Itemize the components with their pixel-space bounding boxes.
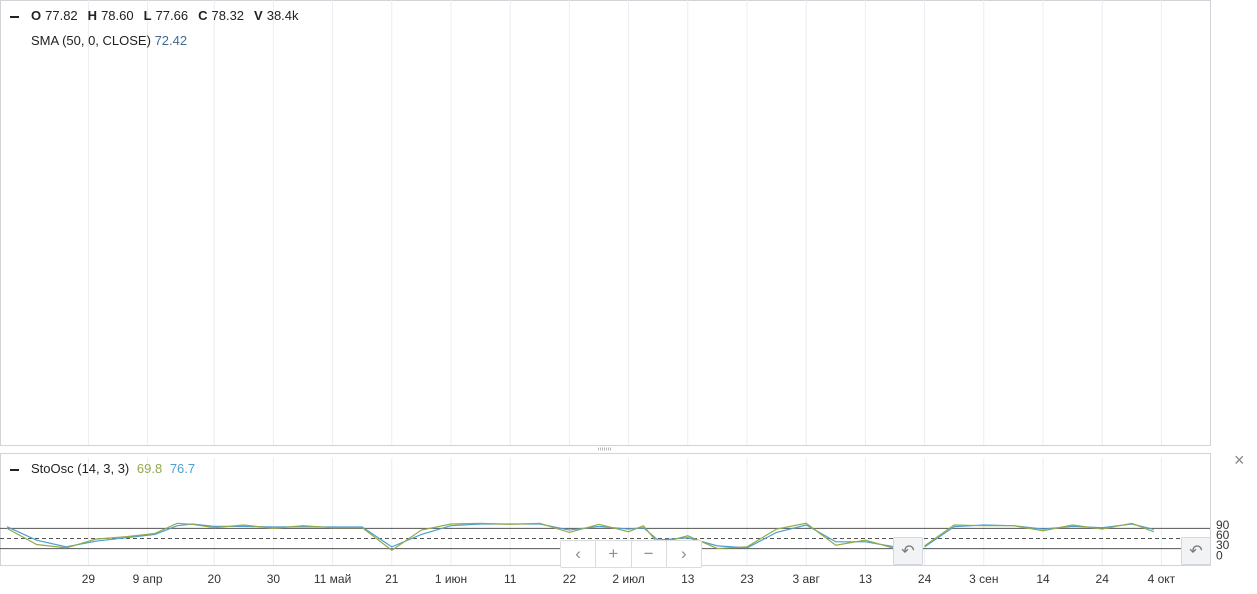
zoom-in-button[interactable]: + [596, 541, 632, 567]
close-icon[interactable]: × [1234, 450, 1245, 470]
time-tick-label: 3 сен [969, 572, 998, 586]
time-tick-label: 23 [740, 572, 754, 586]
stoch-k-line [924, 522, 1155, 547]
scroll-right-button[interactable]: › [681, 544, 687, 563]
time-tick-label: 13 [681, 572, 695, 586]
time-tick-label: 24 [918, 572, 932, 586]
time-tick-label: 22 [563, 572, 577, 586]
time-tick-label: 21 [385, 572, 399, 586]
stoch-tick-label: 90 [1216, 518, 1230, 532]
low-value: 77.66 [155, 8, 189, 23]
collapse-dash-icon[interactable] [10, 15, 19, 18]
chart-navigation: ‹ + − › [560, 540, 702, 568]
reset-chart-button[interactable]: ↶ [893, 537, 923, 565]
close-value: 78.32 [211, 8, 245, 23]
time-tick-label: 14 [1036, 572, 1050, 586]
time-tick-label: 30 [267, 572, 281, 586]
time-tick-label: 1 июн [435, 572, 467, 586]
stoch-d-value: 76.7 [169, 461, 196, 476]
stoch-k-line [6, 522, 896, 551]
volume-value: 38.4k [266, 8, 299, 23]
time-tick-label: 24 [1096, 572, 1110, 586]
stoch-tick-label: 30 [1216, 538, 1230, 552]
stoch-legend[interactable]: StoOsc (14, 3, 3) 69.8 76.7 [10, 461, 195, 477]
sma-value: 72.42 [154, 33, 188, 48]
stoch-d-line [924, 523, 1155, 548]
time-tick-label: 9 апр [133, 572, 163, 586]
ohlc-legend: O 77.82 H 78.60 L 77.66 C 78.32 V 38.4k [10, 8, 309, 24]
time-tick-label: 4 окт [1148, 572, 1176, 586]
collapse-dash-icon[interactable] [10, 468, 19, 471]
open-value: 77.82 [45, 8, 78, 23]
sma-legend[interactable]: SMA (50, 0, CLOSE) 72.42 [31, 33, 187, 49]
time-tick-label: 13 [859, 572, 873, 586]
high-value: 78.60 [101, 8, 134, 23]
main-pane-frame [0, 0, 1211, 446]
sma-label: SMA (50, 0, CLOSE) [31, 33, 151, 48]
stoch-label: StoOsc (14, 3, 3) [31, 461, 130, 476]
time-tick-label: 2 июл [612, 572, 644, 586]
time-tick-label: 20 [208, 572, 222, 586]
time-tick-label: 11 [504, 572, 517, 586]
scroll-left-button[interactable]: ‹ [561, 541, 597, 567]
stoch-k-value: 69.8 [136, 461, 163, 476]
stoch-tick-label: 0 [1216, 548, 1223, 562]
zoom-out-button[interactable]: − [632, 541, 667, 567]
stoch-tick-label: 60 [1216, 528, 1230, 542]
reset-scale-button[interactable]: ↶ [1181, 537, 1211, 565]
time-tick-label: 29 [82, 572, 96, 586]
time-tick-label: 3 авг [792, 572, 820, 586]
time-tick-label: 11 май [314, 572, 351, 586]
